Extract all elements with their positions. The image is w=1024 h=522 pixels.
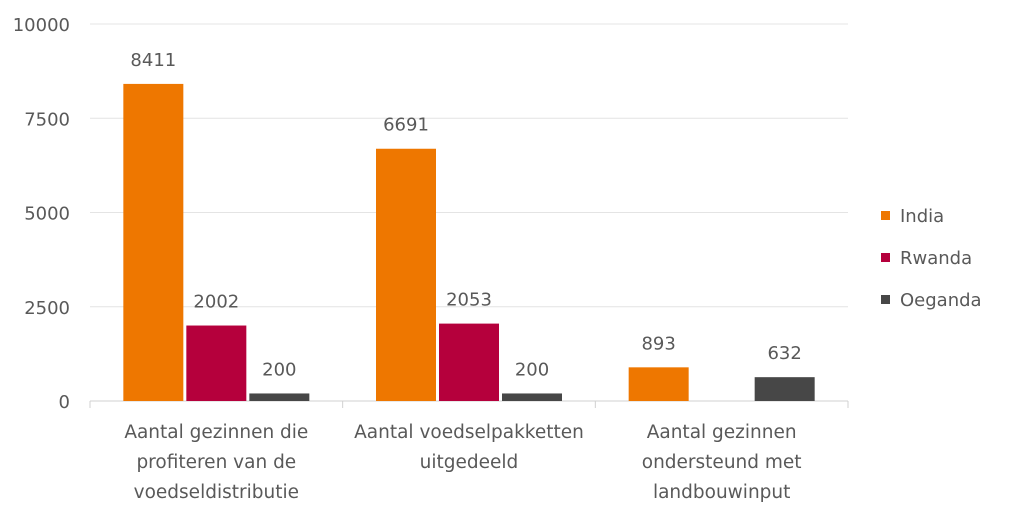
legend-label: Oeganda: [900, 290, 982, 311]
data-label: 200: [515, 359, 549, 380]
legend-label: Rwanda: [900, 248, 972, 269]
data-label: 2002: [193, 292, 239, 313]
data-label: 6691: [383, 115, 429, 136]
legend-swatch-india: [881, 211, 890, 220]
bar-rwanda: [439, 323, 499, 401]
legend-swatch-oeganda: [881, 295, 890, 304]
bar-rwanda: [186, 325, 247, 401]
data-label: 893: [641, 333, 675, 354]
y-tick-label: 0: [59, 392, 70, 413]
x-category-label: uitgedeeld: [420, 452, 519, 473]
x-category-label: landbouwinput: [653, 482, 790, 503]
x-category-label: Aantal gezinnen: [647, 422, 797, 443]
y-tick-label: 5000: [24, 204, 70, 225]
data-label: 200: [262, 359, 296, 380]
legend-label: India: [900, 206, 944, 227]
x-category-label: Aantal gezinnen die: [124, 422, 308, 443]
bar-india: [376, 148, 436, 401]
bar-india: [628, 367, 689, 401]
data-label: 2053: [446, 290, 492, 311]
bar-india: [123, 83, 184, 401]
legend-swatch-rwanda: [881, 253, 890, 262]
bar-oeganda: [754, 377, 815, 401]
x-category-label: Aantal voedselpakketten: [354, 422, 584, 443]
x-category-label: voedseldistributie: [134, 482, 299, 503]
x-category-label: ondersteund met: [642, 452, 802, 473]
bar-oeganda: [249, 393, 310, 401]
x-category-label: profiteren van de: [136, 452, 296, 473]
y-tick-label: 7500: [24, 109, 70, 130]
y-tick-label: 2500: [24, 298, 70, 319]
data-label: 8411: [130, 50, 176, 71]
bar-oeganda: [502, 393, 562, 401]
data-label: 632: [767, 343, 801, 364]
y-tick-label: 10000: [13, 15, 70, 36]
